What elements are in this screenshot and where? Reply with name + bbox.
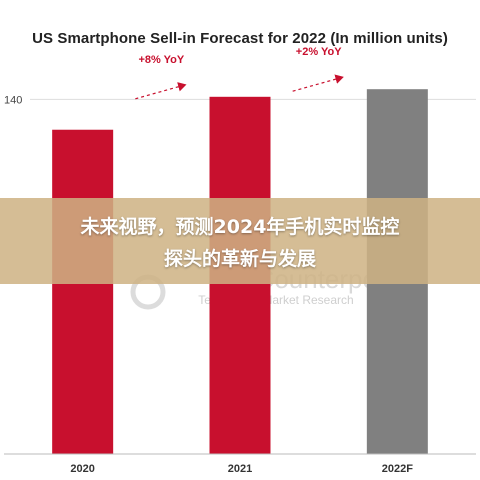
yoy-annotation-label: +2% YoY [296, 46, 342, 58]
y-tick-label: 140 [4, 94, 22, 106]
overlay-banner: 未来视野，预测2024年手机实时监控 探头的革新与发展 [0, 198, 480, 284]
banner-title-line-1: 未来视野，预测2024年手机实时监控 [80, 216, 400, 238]
yoy-annotation-label: +8% YoY [138, 54, 184, 66]
yoy-arrow [135, 82, 187, 100]
banner-title-line-2: 探头的革新与发展 [163, 248, 316, 270]
yoy-arrow [292, 74, 344, 92]
x-tick-label: 2022F [382, 463, 413, 475]
bar-2020 [52, 129, 114, 454]
x-tick-label: 2021 [228, 463, 252, 475]
x-tick-label: 2020 [70, 463, 94, 475]
chart-title: US Smartphone Sell-in Forecast for 2022 … [32, 30, 448, 47]
